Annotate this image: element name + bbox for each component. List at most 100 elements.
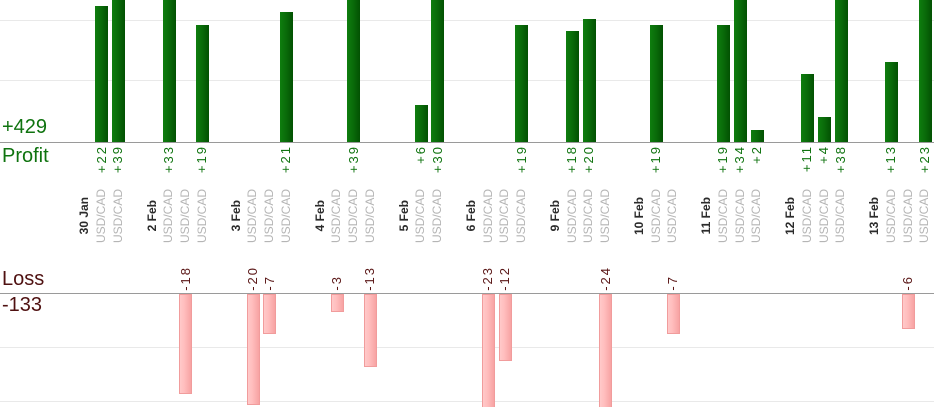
loss-bar xyxy=(246,294,260,405)
instrument-label: USD/CAD xyxy=(110,186,128,246)
instrument-label: USD/CAD xyxy=(815,186,833,246)
profit-value-label-text: +19 xyxy=(648,145,664,174)
date-label-text: 10 Feb xyxy=(631,196,646,235)
instrument-label-text: USD/CAD xyxy=(564,188,579,243)
profit-gridline-10 xyxy=(0,80,934,81)
loss-bar xyxy=(179,294,193,394)
date-label-text: 12 Feb xyxy=(783,196,797,235)
loss-bar xyxy=(330,294,344,312)
profit-value-label-text: +34 xyxy=(732,145,748,174)
instrument-label-text: USD/CAD xyxy=(430,188,445,243)
instrument-label: USD/CAD xyxy=(261,186,279,246)
date-label-text: 5 Feb xyxy=(396,200,411,232)
loss-bar xyxy=(666,294,680,334)
profit-value-label-text: +18 xyxy=(564,145,580,174)
loss-value-label-text: -23 xyxy=(480,266,496,291)
instrument-label: USD/CAD xyxy=(916,186,934,246)
loss-axis-line xyxy=(0,293,934,294)
loss-plot-area xyxy=(0,294,934,407)
profit-value-label-text: +22 xyxy=(93,145,109,174)
profit-bar xyxy=(750,130,764,142)
instrument-label: USD/CAD xyxy=(496,186,514,246)
instrument-label-text: USD/CAD xyxy=(161,188,176,243)
loss-gridline-20 xyxy=(0,401,934,402)
instrument-label-text: USD/CAD xyxy=(195,188,209,243)
date-label-text: 11 Feb xyxy=(699,197,713,235)
profit-bar xyxy=(414,105,428,142)
loss-bar xyxy=(901,294,915,329)
profit-plot-area xyxy=(0,0,934,142)
profit-bar xyxy=(817,117,831,142)
instrument-label-text: USD/CAD xyxy=(665,188,680,243)
instrument-label-text: USD/CAD xyxy=(598,188,613,243)
loss-value-label-text: -7 xyxy=(664,275,680,291)
loss-value-label: -7 xyxy=(261,242,279,291)
instrument-label: USD/CAD xyxy=(664,186,682,246)
date-label: 30 Jan xyxy=(76,186,94,246)
profit-value-label-text: +19 xyxy=(715,145,731,174)
date-label-text: 9 Feb xyxy=(547,200,562,232)
instrument-label: USD/CAD xyxy=(748,186,766,246)
instrument-label-text: USD/CAD xyxy=(413,188,428,243)
profit-value-label-text: +23 xyxy=(916,145,932,174)
profit-section-title: Profit xyxy=(2,145,49,167)
instrument-label: USD/CAD xyxy=(345,186,363,246)
profit-bar xyxy=(565,31,579,142)
loss-value-label: -12 xyxy=(496,242,514,291)
instrument-label: USD/CAD xyxy=(278,186,296,246)
instrument-label-text: USD/CAD xyxy=(581,188,596,243)
loss-value-label: -7 xyxy=(664,242,682,291)
profit-value-label-text: +6 xyxy=(412,145,428,164)
instrument-label: USD/CAD xyxy=(479,186,497,246)
instrument-label-text: USD/CAD xyxy=(363,188,377,243)
loss-value-label: -6 xyxy=(899,242,917,291)
instrument-label: USD/CAD xyxy=(177,186,195,246)
instrument-label: USD/CAD xyxy=(194,186,212,246)
profit-bar xyxy=(649,25,663,142)
loss-value-label: -18 xyxy=(177,242,195,291)
profit-bar xyxy=(515,25,529,142)
profit-bar xyxy=(196,25,210,142)
instrument-label-text: USD/CAD xyxy=(178,188,193,243)
profit-value-label-text: +2 xyxy=(748,145,764,164)
date-label: 5 Feb xyxy=(395,186,413,246)
loss-value-label-text: -24 xyxy=(597,266,613,291)
date-label-text: 13 Feb xyxy=(867,196,881,235)
instrument-label-text: USD/CAD xyxy=(883,188,898,243)
instrument-label-text: USD/CAD xyxy=(514,188,529,243)
instrument-label-text: USD/CAD xyxy=(648,188,663,243)
loss-value-label-text: -3 xyxy=(328,275,344,291)
instrument-label: USD/CAD xyxy=(580,186,598,246)
instrument-label: USD/CAD xyxy=(798,186,816,246)
instrument-label: USD/CAD xyxy=(328,186,346,246)
loss-bar xyxy=(498,294,512,361)
loss-bar xyxy=(364,294,378,367)
profit-axis-line xyxy=(0,142,934,143)
instrument-label-text: USD/CAD xyxy=(497,188,512,243)
instrument-label-text: USD/CAD xyxy=(346,188,361,243)
instrument-label: USD/CAD xyxy=(412,186,430,246)
profit-value-label-text: +4 xyxy=(816,145,832,164)
profit-value-label-text: +21 xyxy=(278,145,294,174)
date-label: 6 Feb xyxy=(462,186,480,246)
profit-bar xyxy=(162,0,176,142)
date-label-text: 3 Feb xyxy=(228,200,243,232)
instrument-label-text: USD/CAD xyxy=(816,188,831,243)
loss-value-label-text: -12 xyxy=(496,266,512,291)
profit-value-label-text: +33 xyxy=(160,145,176,174)
profit-bar xyxy=(918,0,932,142)
instrument-label-text: USD/CAD xyxy=(833,188,848,243)
profit-bar xyxy=(95,6,109,142)
loss-value-label-text: -20 xyxy=(244,266,260,291)
loss-value-label-text: -13 xyxy=(362,266,378,291)
date-label-text: 6 Feb xyxy=(463,200,478,232)
instrument-label: USD/CAD xyxy=(832,186,850,246)
date-label: 11 Feb xyxy=(698,186,716,246)
profit-bar xyxy=(431,0,445,142)
profit-value-label-text: +38 xyxy=(832,145,848,174)
profit-total-label: +429 xyxy=(2,116,48,138)
instrument-label-text: USD/CAD xyxy=(799,188,814,243)
loss-bar xyxy=(263,294,277,334)
loss-bar xyxy=(599,294,613,407)
